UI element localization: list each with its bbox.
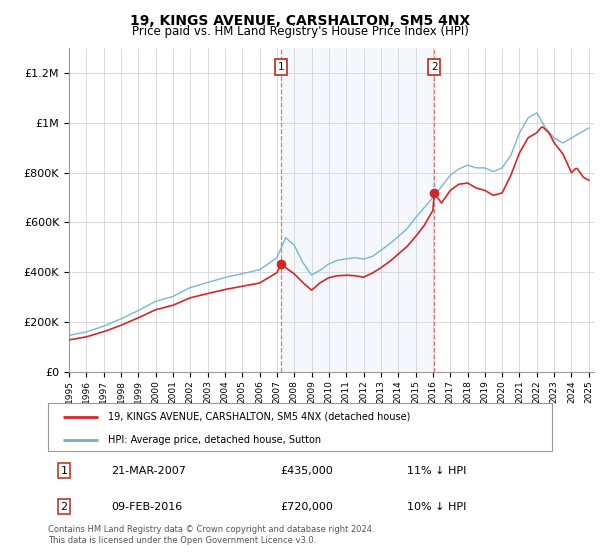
- Text: Contains HM Land Registry data © Crown copyright and database right 2024.
This d: Contains HM Land Registry data © Crown c…: [48, 525, 374, 545]
- Text: 21-MAR-2007: 21-MAR-2007: [112, 465, 186, 475]
- Text: £720,000: £720,000: [280, 502, 333, 512]
- Text: 1: 1: [277, 62, 284, 72]
- Text: 09-FEB-2016: 09-FEB-2016: [112, 502, 182, 512]
- Text: 19, KINGS AVENUE, CARSHALTON, SM5 4NX (detached house): 19, KINGS AVENUE, CARSHALTON, SM5 4NX (d…: [109, 412, 411, 422]
- Text: HPI: Average price, detached house, Sutton: HPI: Average price, detached house, Sutt…: [109, 435, 322, 445]
- Text: 19, KINGS AVENUE, CARSHALTON, SM5 4NX: 19, KINGS AVENUE, CARSHALTON, SM5 4NX: [130, 14, 470, 28]
- Text: Price paid vs. HM Land Registry's House Price Index (HPI): Price paid vs. HM Land Registry's House …: [131, 25, 469, 38]
- Text: 10% ↓ HPI: 10% ↓ HPI: [407, 502, 466, 512]
- Text: 2: 2: [431, 62, 437, 72]
- Text: 2: 2: [60, 502, 67, 512]
- Text: 11% ↓ HPI: 11% ↓ HPI: [407, 465, 466, 475]
- FancyBboxPatch shape: [48, 403, 552, 451]
- Text: £435,000: £435,000: [280, 465, 333, 475]
- Text: 1: 1: [61, 465, 67, 475]
